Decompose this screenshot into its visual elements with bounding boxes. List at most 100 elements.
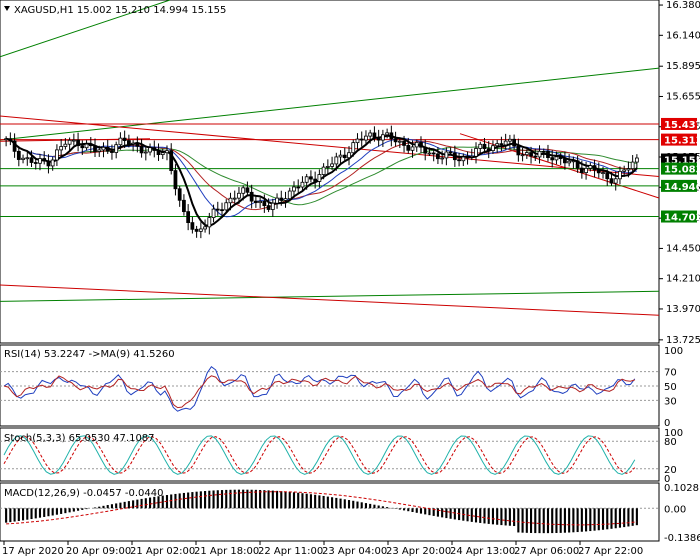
candle-body <box>512 138 516 147</box>
candle-body <box>596 169 601 174</box>
price-tag <box>661 162 697 175</box>
candle-body <box>88 143 93 147</box>
red-trendline-upper <box>0 115 660 178</box>
candle-body <box>372 132 377 138</box>
rsi-y-tick-label: 70 <box>664 368 677 379</box>
candle-body <box>93 145 97 152</box>
candle-body <box>482 143 487 150</box>
candle-body <box>546 151 550 159</box>
red-trendline-lower <box>0 284 660 316</box>
price-tag <box>661 210 697 223</box>
candle-body <box>101 146 106 151</box>
candle-body <box>127 140 131 145</box>
x-tick-label: 21 Apr 18:00 <box>194 546 259 557</box>
candle-body <box>330 163 334 167</box>
candle-body <box>524 152 529 156</box>
candle-body <box>220 209 224 212</box>
candle-body <box>135 142 140 147</box>
candle-body <box>160 152 165 156</box>
candle-body <box>139 145 144 154</box>
candle-body <box>21 157 25 160</box>
candle-body <box>156 150 161 156</box>
candle-body <box>364 135 368 141</box>
candle-body <box>474 148 478 157</box>
stoch-y-tick-label: 0 <box>664 474 670 485</box>
candle-body <box>550 157 555 161</box>
candle-body <box>486 148 491 152</box>
candle-body <box>622 169 627 172</box>
candle-body <box>228 197 233 204</box>
candle-body <box>618 170 622 180</box>
candle-body <box>431 152 436 155</box>
candle-body <box>541 150 546 153</box>
rsi-y-axis: 100 70 50 30 0 <box>664 346 683 429</box>
price-y-tick-label: 13.970 <box>666 304 700 315</box>
candle-body <box>440 157 445 160</box>
macd-y-axis: 0.1028 0.00 -0.1386 <box>664 483 700 544</box>
candles <box>4 125 639 239</box>
candle-body <box>406 145 411 151</box>
candle-body <box>605 172 610 180</box>
candle-body <box>262 200 267 207</box>
candle-body <box>105 146 110 152</box>
candle-body <box>55 149 59 161</box>
candle-body <box>575 160 580 169</box>
candle-body <box>499 143 504 146</box>
candle-body <box>254 200 258 204</box>
candle-body <box>8 138 13 142</box>
stoch-y-tick-label: 20 <box>664 465 677 476</box>
candle-body <box>292 186 296 192</box>
stoch-header: Stoch(5,3,3) 65.0530 47.1087 <box>4 433 155 444</box>
ma-black-line <box>5 134 638 228</box>
candle-body <box>203 226 207 230</box>
candle-body <box>270 202 275 210</box>
candle-body <box>67 139 72 145</box>
candle-body <box>567 160 572 164</box>
candle-body <box>325 166 330 168</box>
rsi-ma-line <box>3 375 635 409</box>
candle-body <box>169 150 174 171</box>
candle-body <box>97 149 102 152</box>
price-tag <box>661 153 697 166</box>
x-tick-label: 27 Apr 22:00 <box>578 546 643 557</box>
price-y-tick-label: 14.210 <box>666 274 700 285</box>
candle-body <box>29 157 34 163</box>
rsi-line <box>3 365 636 412</box>
candle-body <box>529 152 533 157</box>
candle-body <box>279 197 284 201</box>
macd-panel <box>0 482 660 542</box>
candle-body <box>84 143 89 149</box>
candle-body <box>118 137 123 146</box>
candle-body <box>571 160 576 163</box>
candle-body <box>381 134 385 141</box>
candle-body <box>630 161 635 170</box>
candle-body <box>533 155 538 158</box>
candle-body <box>563 158 567 164</box>
candle-body <box>110 150 114 153</box>
x-tick-label: 24 Apr 13:00 <box>450 546 515 557</box>
x-tick-label: 20 Apr 09:00 <box>66 546 131 557</box>
candle-body <box>177 188 182 201</box>
collapse-triangle-icon[interactable] <box>4 6 10 11</box>
rsi-y-tick-label: 50 <box>664 382 677 393</box>
candle-body <box>342 154 347 159</box>
candle-body <box>266 205 271 210</box>
price-y-tick-label: 15.655 <box>666 91 700 102</box>
candle-body <box>287 190 292 200</box>
candle-body <box>38 158 42 164</box>
candle-body <box>359 138 364 141</box>
horizontal-levels <box>0 123 659 218</box>
candle-body <box>423 146 428 154</box>
candle-body <box>245 187 250 193</box>
candle-body <box>296 186 301 189</box>
candle-body <box>249 191 254 202</box>
green-trendline-lower <box>0 290 660 302</box>
candle-body <box>537 150 542 158</box>
candle-body <box>579 167 584 174</box>
x-tick-label: 23 Apr 20:00 <box>386 546 451 557</box>
stoch-signal-line <box>3 436 636 474</box>
candle-body <box>194 228 199 232</box>
candle-body <box>516 145 521 156</box>
